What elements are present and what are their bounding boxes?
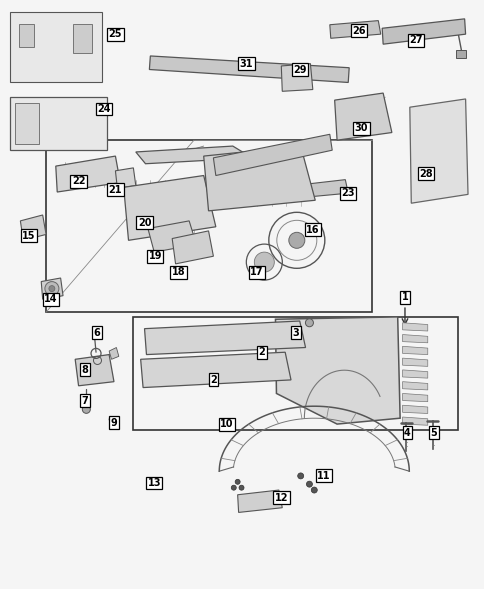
Text: 6: 6 (93, 328, 100, 337)
Polygon shape (144, 321, 305, 355)
Polygon shape (402, 346, 427, 355)
Polygon shape (402, 405, 427, 413)
Polygon shape (56, 156, 120, 192)
Polygon shape (123, 176, 215, 240)
Text: 5: 5 (430, 428, 437, 438)
Circle shape (231, 485, 236, 490)
Polygon shape (20, 215, 46, 240)
Polygon shape (402, 370, 427, 378)
Text: 20: 20 (137, 218, 151, 227)
Text: 22: 22 (72, 177, 85, 186)
Polygon shape (203, 146, 315, 211)
Polygon shape (109, 348, 119, 359)
Text: 15: 15 (22, 231, 36, 240)
Text: 18: 18 (171, 267, 185, 277)
Circle shape (111, 420, 117, 426)
Text: 24: 24 (97, 104, 111, 114)
Polygon shape (136, 146, 252, 164)
Polygon shape (149, 56, 348, 82)
Polygon shape (275, 317, 399, 424)
Text: 28: 28 (418, 169, 432, 178)
Text: 2: 2 (210, 375, 216, 385)
Text: 26: 26 (351, 26, 365, 35)
Polygon shape (115, 168, 136, 188)
Text: 2: 2 (258, 348, 265, 357)
Text: 30: 30 (354, 124, 367, 133)
Text: 10: 10 (220, 419, 233, 429)
Circle shape (297, 473, 303, 479)
Polygon shape (281, 64, 312, 91)
Polygon shape (402, 358, 427, 366)
Polygon shape (213, 134, 332, 176)
Text: 4: 4 (403, 428, 410, 438)
Polygon shape (402, 382, 427, 390)
Text: 25: 25 (108, 29, 122, 39)
Polygon shape (409, 99, 467, 203)
Circle shape (239, 485, 243, 490)
Text: 14: 14 (44, 294, 58, 304)
Circle shape (254, 252, 274, 272)
Text: 31: 31 (239, 59, 253, 68)
Circle shape (45, 282, 59, 296)
Circle shape (235, 479, 240, 484)
Circle shape (82, 405, 90, 413)
Polygon shape (19, 24, 34, 47)
Text: 1: 1 (401, 293, 408, 302)
Polygon shape (41, 278, 63, 299)
Text: 17: 17 (250, 267, 263, 277)
Circle shape (306, 481, 312, 487)
Text: 3: 3 (292, 328, 299, 337)
Polygon shape (237, 490, 282, 512)
Circle shape (311, 487, 317, 493)
Circle shape (288, 232, 304, 249)
Polygon shape (402, 335, 427, 343)
Polygon shape (402, 393, 427, 402)
Text: 8: 8 (81, 365, 88, 375)
Text: 27: 27 (408, 35, 422, 45)
Circle shape (305, 319, 313, 327)
Polygon shape (309, 180, 348, 197)
Polygon shape (381, 19, 465, 44)
Polygon shape (75, 355, 114, 386)
Polygon shape (10, 12, 102, 82)
Polygon shape (140, 352, 290, 388)
Polygon shape (148, 221, 196, 252)
Text: 21: 21 (108, 185, 122, 194)
Text: 7: 7 (81, 396, 88, 405)
Polygon shape (334, 93, 391, 140)
Polygon shape (172, 231, 213, 264)
Polygon shape (15, 103, 39, 144)
Polygon shape (455, 50, 465, 58)
Circle shape (109, 417, 114, 422)
Polygon shape (73, 24, 92, 53)
Text: 19: 19 (148, 252, 162, 261)
Polygon shape (10, 97, 106, 150)
Circle shape (49, 286, 55, 292)
Text: 16: 16 (305, 225, 319, 234)
Text: 23: 23 (341, 188, 354, 198)
Text: 29: 29 (292, 65, 306, 74)
Text: 11: 11 (317, 471, 330, 481)
Text: 13: 13 (147, 478, 161, 488)
Polygon shape (402, 417, 427, 425)
Text: 9: 9 (110, 418, 117, 428)
Text: 12: 12 (274, 493, 287, 502)
Polygon shape (402, 323, 427, 331)
Polygon shape (329, 21, 380, 38)
